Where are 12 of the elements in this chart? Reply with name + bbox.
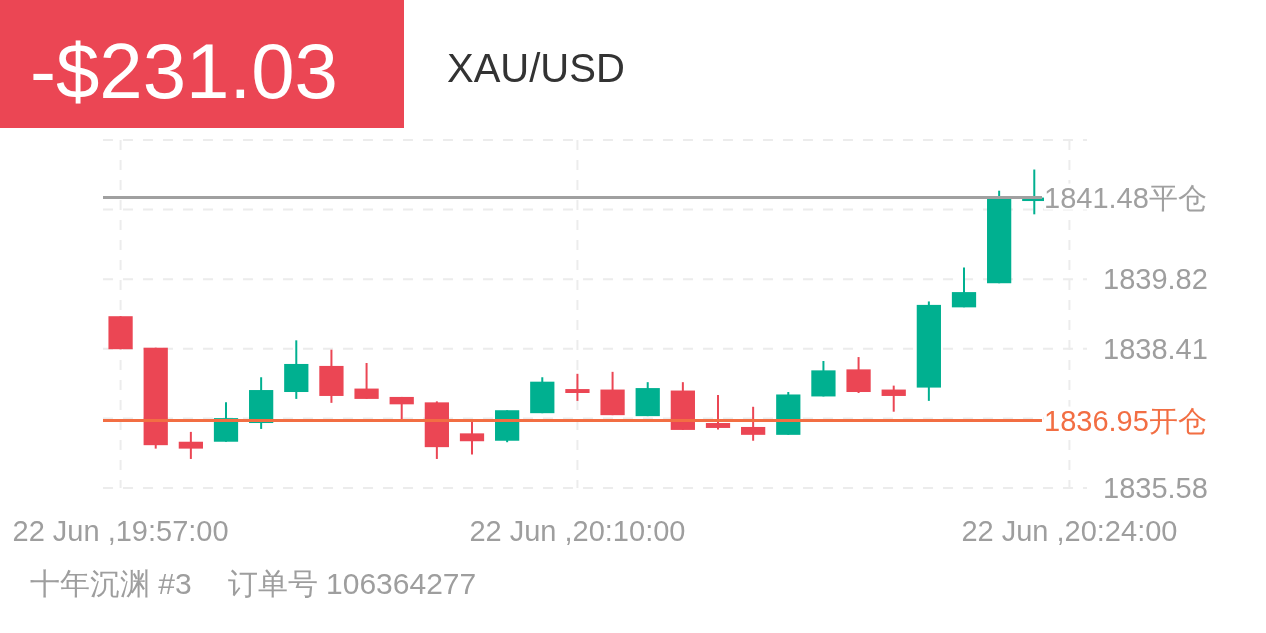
x-tick-label: 22 Jun ,20:24:00: [961, 515, 1178, 547]
text: 订单号 106364277: [227, 567, 477, 600]
ref-line-label: 1836.95开仓: [1044, 404, 1207, 437]
x-tick-label: 22 Jun ,19:57:00: [12, 515, 229, 547]
chart-subtitle: XAU/USD: [447, 46, 625, 90]
y-tick-label: 1839.82: [1103, 263, 1208, 296]
ref-line-label: 1841.48平仓: [1044, 181, 1207, 214]
chart-title: -$231.03: [30, 27, 338, 115]
y-tick-label: 1838.41: [1103, 332, 1208, 365]
y-tick-label: 1835.58: [1103, 472, 1208, 504]
text: 十年沉渊 #3: [30, 567, 192, 600]
x-tick-label: 22 Jun ,20:10:00: [469, 515, 686, 547]
